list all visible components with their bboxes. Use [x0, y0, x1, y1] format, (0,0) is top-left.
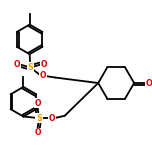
Text: O: O	[34, 99, 41, 108]
Text: O: O	[40, 60, 47, 69]
Text: O: O	[34, 128, 41, 137]
Text: S: S	[36, 114, 42, 123]
Text: O: O	[14, 60, 20, 69]
Text: O: O	[49, 114, 55, 123]
Text: O: O	[145, 79, 152, 88]
Text: O: O	[40, 71, 46, 81]
Text: S: S	[28, 63, 33, 72]
